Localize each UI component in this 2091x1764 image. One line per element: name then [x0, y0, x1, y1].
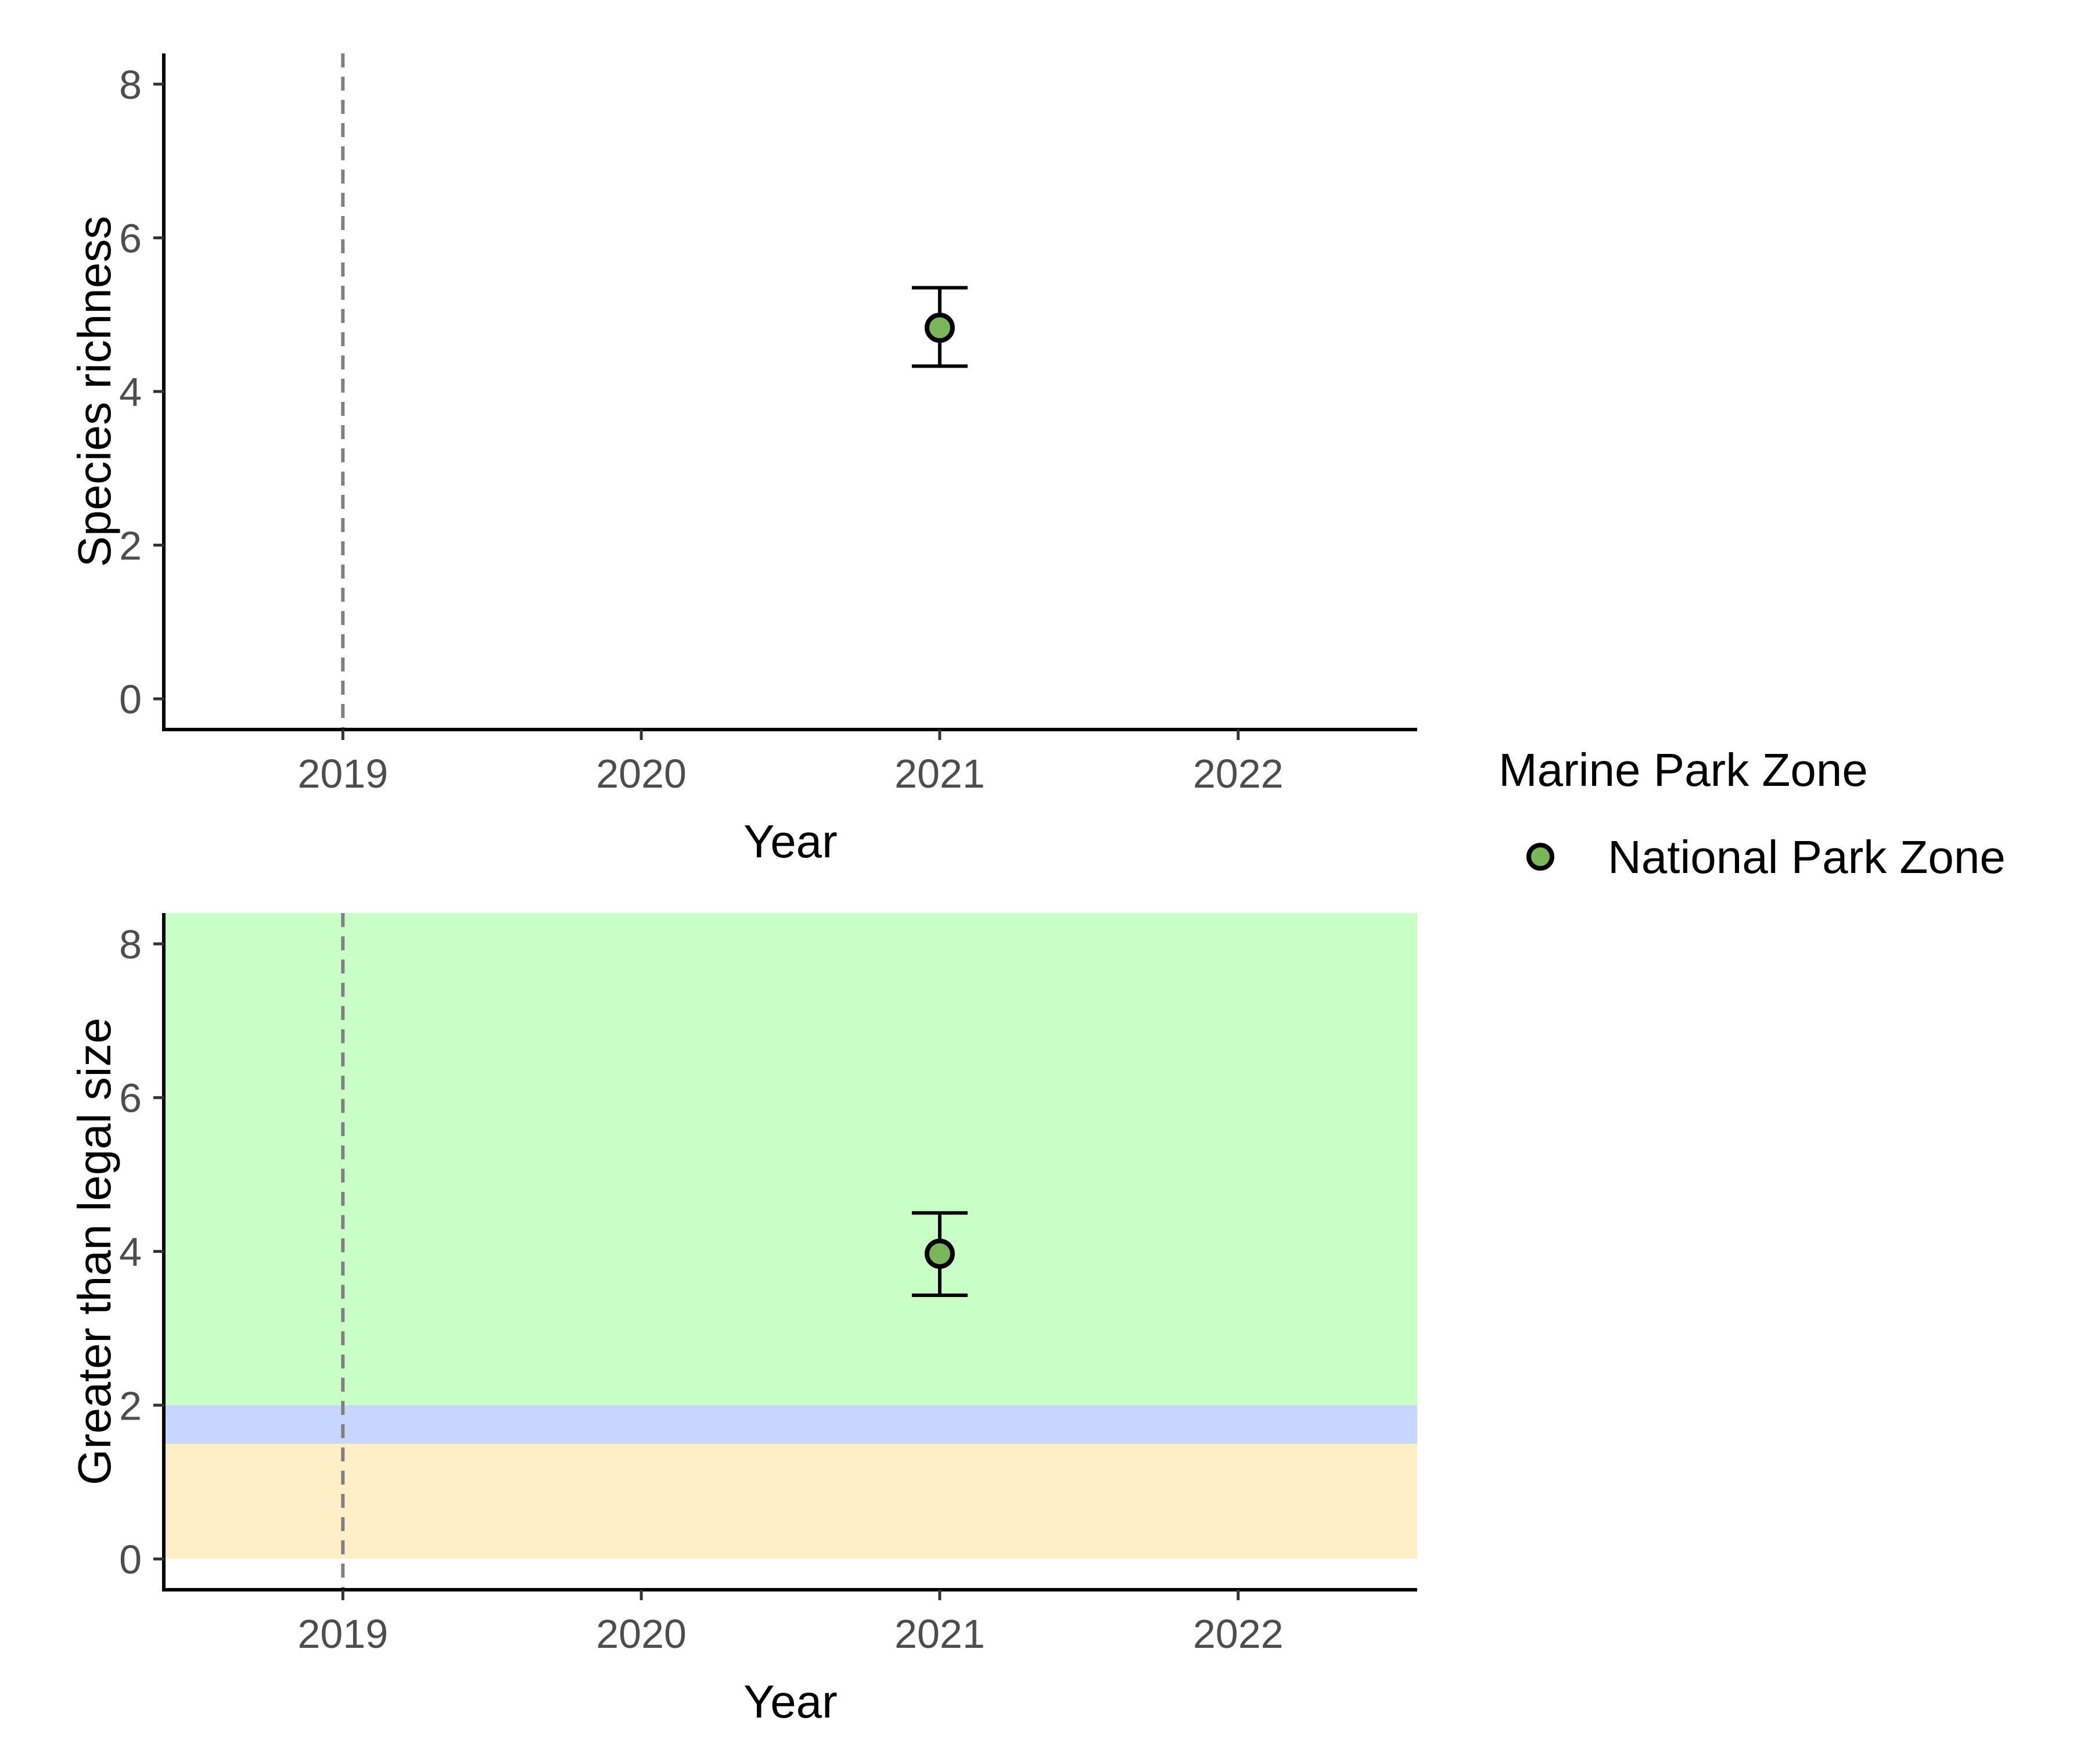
panel-ticks: 2019 2020 2021 2022 0 2 4 6 8: [119, 62, 1284, 796]
y-tick-label: 2: [119, 523, 142, 569]
panel-marks: [911, 286, 968, 368]
y-tick-label: 8: [119, 922, 142, 967]
legend-item-label: National Park Zone: [1608, 831, 2006, 883]
panel-ticks: 2019 2020 2021 2022 0 2 4 6 8: [119, 922, 1284, 1657]
data-point: [924, 1238, 955, 1269]
y-tick-label: 0: [119, 1537, 142, 1582]
x-axis-title: Year: [743, 1676, 838, 1727]
panel-species-richness: 2019 2020 2021 2022 0 2 4 6 8 Year Species richn…: [69, 53, 1417, 867]
legend-key-marker: [1526, 843, 1554, 871]
x-tick-label: 2020: [596, 1611, 687, 1657]
x-tick-label: 2022: [1193, 1611, 1284, 1657]
legend-title: Marine Park Zone: [1499, 744, 1868, 796]
background-band-1: [164, 1405, 1417, 1444]
y-tick-label: 8: [119, 62, 142, 107]
x-tick-label: 2019: [297, 751, 388, 796]
x-tick-label: 2022: [1193, 751, 1284, 796]
background-band-0: [164, 1443, 1417, 1560]
y-tick-label: 4: [119, 1230, 142, 1275]
x-axis-title: Year: [743, 815, 838, 867]
legend: Marine Park Zone National Park Zone: [1499, 744, 2006, 883]
y-axis-title: Species richness: [69, 216, 120, 567]
y-tick-label: 2: [119, 1383, 142, 1428]
background-band-2: [164, 913, 1417, 1406]
y-axis-title: Greater than legal size: [69, 1018, 120, 1485]
y-tick-label: 0: [119, 677, 142, 722]
panel-marks: [911, 1211, 968, 1297]
panel-bands: [164, 913, 1417, 1560]
y-tick-label: 6: [119, 1076, 142, 1121]
data-point: [924, 312, 955, 343]
y-tick-label: 6: [119, 215, 142, 261]
x-tick-label: 2021: [894, 1611, 985, 1657]
x-tick-label: 2020: [596, 751, 687, 796]
panel-greater-than-legal-size: 2019 2020 2021 2022 0 2 4 6 8 Year Greater than …: [69, 913, 1417, 1727]
y-tick-label: 4: [119, 369, 142, 415]
x-tick-label: 2019: [297, 1611, 388, 1657]
panel-axes: [162, 53, 1417, 731]
x-tick-label: 2021: [894, 751, 985, 796]
